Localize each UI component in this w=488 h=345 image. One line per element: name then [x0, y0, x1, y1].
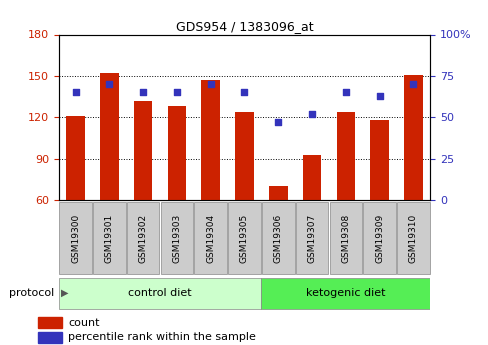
Point — [173, 90, 181, 95]
Bar — [38, 317, 61, 328]
Text: GSM19300: GSM19300 — [71, 214, 80, 263]
Text: control diet: control diet — [128, 288, 191, 298]
Text: ketogenic diet: ketogenic diet — [305, 288, 385, 298]
Bar — [134, 101, 152, 200]
FancyBboxPatch shape — [329, 201, 361, 275]
Point — [206, 81, 214, 87]
Bar — [336, 112, 354, 200]
Text: GSM19309: GSM19309 — [374, 214, 384, 263]
Text: GSM19306: GSM19306 — [273, 214, 282, 263]
Bar — [302, 155, 321, 200]
FancyBboxPatch shape — [93, 201, 125, 275]
FancyBboxPatch shape — [396, 201, 429, 275]
FancyBboxPatch shape — [194, 201, 226, 275]
Text: count: count — [68, 318, 100, 328]
Text: protocol: protocol — [8, 288, 54, 298]
Point — [307, 111, 315, 117]
FancyBboxPatch shape — [262, 201, 294, 275]
FancyBboxPatch shape — [59, 278, 261, 309]
Text: GSM19304: GSM19304 — [206, 214, 215, 263]
Bar — [403, 75, 422, 200]
Text: GSM19301: GSM19301 — [104, 214, 114, 263]
FancyBboxPatch shape — [127, 201, 159, 275]
Point — [240, 90, 248, 95]
Bar — [268, 186, 287, 200]
Point — [72, 90, 80, 95]
Bar — [235, 112, 253, 200]
FancyBboxPatch shape — [363, 201, 395, 275]
Bar — [38, 332, 61, 343]
Point — [341, 90, 349, 95]
Text: GSM19302: GSM19302 — [139, 214, 147, 263]
Text: GSM19308: GSM19308 — [341, 214, 349, 263]
FancyBboxPatch shape — [261, 278, 429, 309]
Text: GSM19303: GSM19303 — [172, 214, 181, 263]
Bar — [369, 120, 388, 200]
Bar — [100, 73, 119, 200]
Point — [375, 93, 383, 99]
Bar — [167, 106, 186, 200]
Bar — [201, 80, 220, 200]
Bar — [66, 116, 85, 200]
Text: ▶: ▶ — [61, 288, 68, 298]
FancyBboxPatch shape — [59, 201, 92, 275]
Point — [105, 81, 113, 87]
Text: GSM19307: GSM19307 — [307, 214, 316, 263]
Point — [408, 81, 416, 87]
FancyBboxPatch shape — [228, 201, 260, 275]
FancyBboxPatch shape — [161, 201, 193, 275]
Point — [139, 90, 147, 95]
Title: GDS954 / 1383096_at: GDS954 / 1383096_at — [175, 20, 313, 33]
FancyBboxPatch shape — [295, 201, 327, 275]
Text: GSM19310: GSM19310 — [408, 214, 417, 263]
Point — [274, 119, 282, 125]
Text: GSM19305: GSM19305 — [240, 214, 248, 263]
Text: percentile rank within the sample: percentile rank within the sample — [68, 332, 256, 342]
